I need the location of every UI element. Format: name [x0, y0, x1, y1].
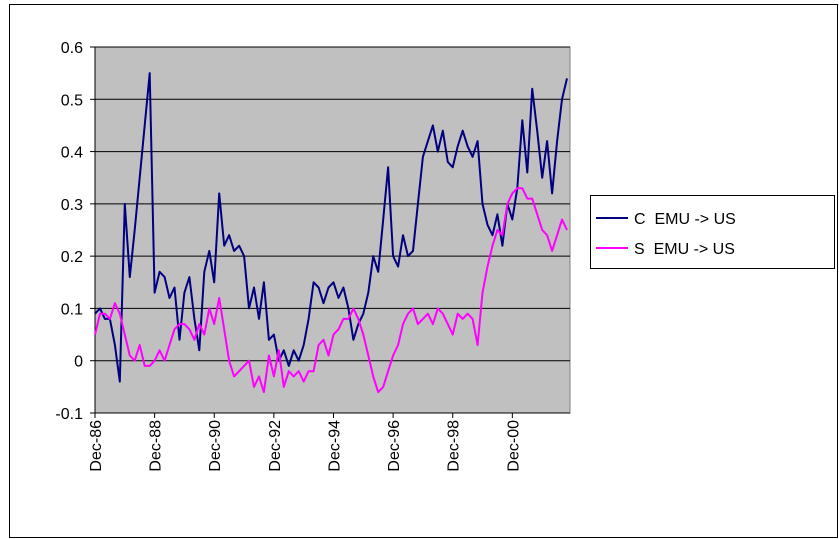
- x-tick-label: Dec-88: [148, 420, 165, 472]
- y-tick-label: 0.6: [61, 40, 83, 57]
- series-line: [94, 187, 568, 394]
- y-tick-label: 0.3: [61, 197, 83, 214]
- legend-label: S EMU -> US: [634, 241, 735, 258]
- series-line: [94, 72, 568, 383]
- y-tick-label: 0.1: [61, 301, 83, 318]
- x-tick-label: Dec-98: [446, 420, 463, 472]
- y-tick-label: 0.5: [61, 92, 83, 109]
- x-tick-label: Dec-90: [207, 420, 224, 472]
- x-tick-label: Dec-00: [505, 420, 522, 472]
- x-tick-label: Dec-94: [326, 420, 343, 472]
- y-tick-label: -0.1: [55, 406, 83, 423]
- y-tick-label: 0.4: [61, 145, 83, 162]
- x-tick-label: Dec-86: [88, 420, 105, 472]
- y-tick-label: 0: [74, 354, 83, 371]
- x-tick-label: Dec-92: [267, 420, 284, 472]
- y-tick-label: 0.2: [61, 249, 83, 266]
- legend-label: C EMU -> US: [634, 211, 736, 228]
- legend-box: [590, 195, 835, 269]
- x-tick-label: Dec-96: [386, 420, 403, 472]
